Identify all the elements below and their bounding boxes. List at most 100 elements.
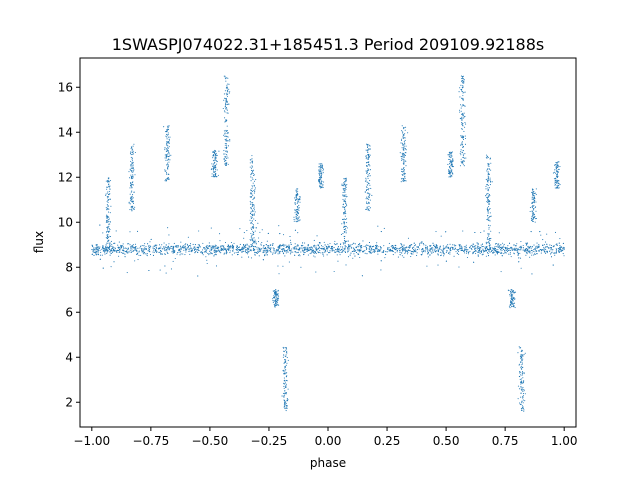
- data-point: [224, 138, 226, 140]
- data-point: [343, 248, 345, 250]
- data-point: [345, 264, 347, 266]
- data-point: [131, 171, 133, 173]
- data-point: [489, 158, 491, 160]
- data-point: [110, 250, 112, 252]
- data-point: [445, 231, 447, 233]
- data-point: [166, 250, 168, 252]
- data-point: [278, 295, 280, 297]
- data-point: [294, 251, 296, 253]
- data-point: [337, 249, 339, 251]
- data-point: [248, 245, 250, 247]
- data-point: [250, 217, 252, 219]
- data-point: [532, 192, 534, 194]
- data-point: [196, 246, 198, 248]
- data-point: [512, 294, 514, 296]
- data-point: [184, 254, 186, 256]
- data-point: [194, 246, 196, 248]
- data-point: [400, 181, 402, 183]
- data-point: [416, 246, 418, 248]
- data-point: [485, 154, 488, 156]
- data-point: [449, 251, 451, 253]
- data-point: [520, 249, 522, 251]
- data-point: [359, 251, 361, 253]
- data-point: [511, 293, 513, 295]
- data-point: [368, 156, 370, 159]
- data-point: [131, 160, 134, 162]
- data-point: [361, 245, 363, 247]
- data-point: [224, 144, 226, 146]
- data-point: [283, 387, 285, 389]
- data-point: [485, 178, 487, 181]
- data-point: [439, 248, 441, 250]
- data-point: [278, 304, 280, 306]
- data-point: [559, 237, 561, 240]
- data-point: [284, 407, 286, 409]
- data-point: [164, 253, 166, 255]
- data-point: [517, 254, 519, 256]
- data-point: [245, 249, 247, 251]
- data-point: [320, 180, 322, 182]
- data-point: [481, 243, 484, 245]
- data-point: [459, 244, 461, 246]
- data-point: [403, 145, 405, 147]
- data-point: [239, 243, 241, 245]
- data-point: [460, 128, 463, 130]
- data-point: [559, 184, 561, 186]
- data-point: [531, 210, 534, 212]
- data-point: [212, 169, 214, 171]
- data-point: [108, 193, 110, 196]
- data-point: [563, 255, 565, 257]
- data-point: [512, 305, 514, 308]
- data-point: [164, 157, 166, 159]
- data-point: [287, 246, 289, 248]
- data-point: [135, 250, 137, 252]
- data-point: [366, 146, 369, 149]
- data-point: [122, 246, 124, 248]
- data-point: [510, 302, 512, 305]
- data-point: [288, 245, 290, 248]
- data-point: [494, 254, 496, 256]
- data-point: [368, 202, 370, 204]
- data-point: [238, 246, 241, 248]
- data-point: [324, 250, 326, 252]
- data-point: [318, 181, 320, 183]
- data-point: [211, 173, 213, 175]
- data-point: [246, 243, 248, 245]
- data-point: [250, 246, 252, 248]
- data-point: [344, 190, 346, 192]
- data-point: [423, 244, 425, 246]
- data-point: [145, 248, 147, 251]
- data-point: [522, 388, 524, 390]
- data-point: [444, 247, 446, 249]
- data-point: [487, 253, 489, 255]
- data-point: [107, 177, 109, 179]
- data-point: [106, 192, 108, 194]
- data-point: [288, 247, 290, 250]
- data-point: [130, 250, 132, 252]
- data-point: [328, 252, 330, 254]
- data-point: [346, 227, 348, 229]
- data-point: [225, 156, 227, 158]
- data-point: [108, 247, 110, 250]
- data-point: [345, 246, 347, 248]
- data-point: [450, 161, 452, 163]
- data-point: [509, 307, 511, 309]
- data-point: [167, 168, 169, 170]
- data-point: [306, 246, 308, 248]
- data-point: [202, 249, 204, 251]
- data-point: [180, 241, 182, 243]
- data-point: [109, 251, 111, 253]
- data-point: [254, 241, 256, 243]
- data-point: [251, 188, 253, 190]
- data-point: [130, 170, 133, 172]
- data-point: [216, 154, 218, 156]
- data-point: [107, 238, 109, 240]
- data-point: [486, 193, 488, 195]
- data-point: [254, 189, 256, 191]
- data-point: [227, 103, 229, 105]
- data-point: [521, 372, 523, 374]
- data-point: [520, 381, 522, 383]
- data-point: [345, 194, 347, 196]
- data-point: [464, 91, 466, 93]
- data-point: [265, 249, 267, 251]
